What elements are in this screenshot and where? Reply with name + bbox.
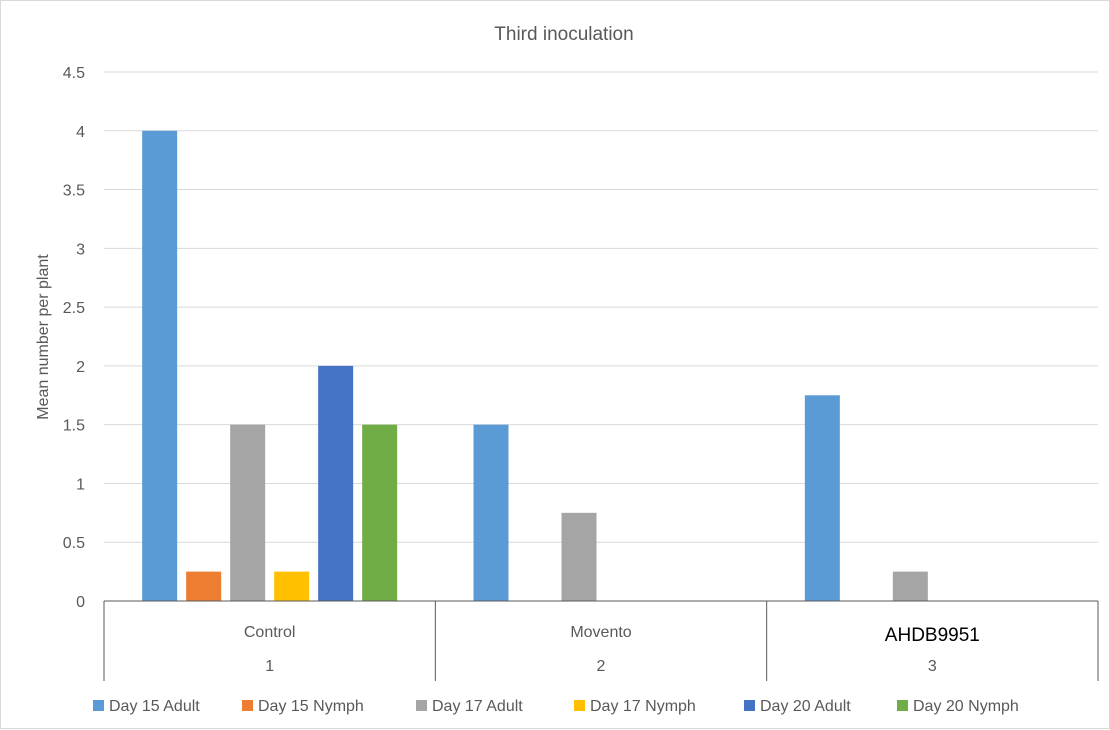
bar <box>561 512 597 601</box>
bar <box>804 395 840 601</box>
legend-label: Day 20 Nymph <box>913 698 1019 715</box>
y-tick-label: 1.5 <box>63 418 85 435</box>
bar <box>473 424 509 601</box>
bar <box>274 571 310 601</box>
gridlines <box>104 71 1098 543</box>
category-label: AHDB9951 <box>885 625 980 646</box>
legend-swatch <box>897 700 908 711</box>
y-axis-ticks: 0 0.5 1 1.5 2 2.5 3 3.5 4 4.5 <box>63 65 85 611</box>
legend-swatch <box>574 700 585 711</box>
category-number-label: 1 <box>265 658 274 675</box>
bar <box>362 424 398 601</box>
category-label: Movento <box>570 624 631 641</box>
legend-swatch <box>416 700 427 711</box>
y-tick-label: 4 <box>76 124 85 141</box>
legend-swatch <box>242 700 253 711</box>
bar <box>892 571 928 601</box>
bars <box>142 130 928 601</box>
y-tick-label: 3.5 <box>63 183 85 200</box>
bar <box>230 424 266 601</box>
category-number-label: 3 <box>928 658 937 675</box>
legend-label: Day 20 Adult <box>760 698 851 715</box>
category-axis: Control 1 Movento 2 AHDB9951 3 <box>103 600 1099 681</box>
category-number-label: 2 <box>597 658 606 675</box>
legend-label: Day 15 Adult <box>109 698 200 715</box>
bar <box>318 365 354 601</box>
y-tick-label: 2 <box>76 359 85 376</box>
legend-label: Day 17 Nymph <box>590 698 696 715</box>
y-tick-label: 4.5 <box>63 65 85 82</box>
chart-title: Third inoculation <box>494 24 633 45</box>
bar <box>186 571 222 601</box>
legend-label: Day 15 Nymph <box>258 698 364 715</box>
legend-label: Day 17 Adult <box>432 698 523 715</box>
y-tick-label: 0.5 <box>63 535 85 552</box>
legend-swatch <box>744 700 755 711</box>
y-tick-label: 2.5 <box>63 300 85 317</box>
bar <box>142 130 178 601</box>
y-tick-label: 1 <box>76 476 85 493</box>
category-label: Control <box>244 624 296 641</box>
y-tick-label: 0 <box>76 594 85 611</box>
legend-swatch <box>93 700 104 711</box>
y-tick-label: 3 <box>76 241 85 258</box>
legend: Day 15 Adult Day 15 Nymph Day 17 Adult Day … <box>93 698 1019 715</box>
y-axis-title: Mean number per plant <box>35 254 52 420</box>
